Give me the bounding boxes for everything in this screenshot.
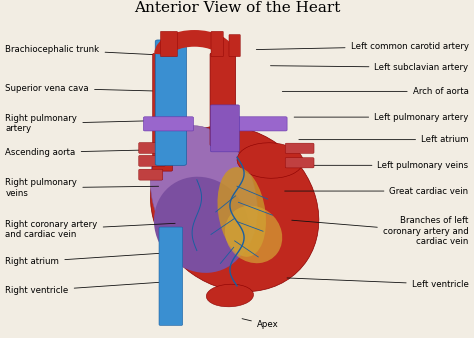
Text: Ascending aorta: Ascending aorta [5, 148, 175, 157]
FancyBboxPatch shape [229, 34, 240, 57]
FancyBboxPatch shape [210, 105, 239, 152]
Ellipse shape [154, 177, 249, 273]
Text: Right pulmonary
veins: Right pulmonary veins [5, 178, 159, 197]
Text: Brachiocephalic trunk: Brachiocephalic trunk [5, 45, 180, 56]
Ellipse shape [225, 206, 282, 263]
FancyBboxPatch shape [285, 158, 314, 168]
Text: Apex: Apex [242, 319, 279, 329]
Text: Left atrium: Left atrium [299, 135, 469, 144]
Ellipse shape [150, 126, 319, 292]
Text: Great cardiac vein: Great cardiac vein [285, 187, 469, 196]
Text: Right atrium: Right atrium [5, 252, 175, 266]
FancyBboxPatch shape [237, 117, 287, 131]
Ellipse shape [150, 126, 257, 266]
Ellipse shape [218, 167, 266, 257]
FancyBboxPatch shape [153, 53, 173, 171]
Text: Right ventricle: Right ventricle [5, 281, 175, 295]
FancyBboxPatch shape [139, 155, 165, 166]
Ellipse shape [237, 143, 303, 178]
FancyBboxPatch shape [285, 143, 314, 153]
FancyBboxPatch shape [139, 169, 163, 180]
Text: Superior vena cava: Superior vena cava [5, 84, 168, 93]
Text: Arch of aorta: Arch of aorta [283, 87, 469, 96]
FancyBboxPatch shape [211, 31, 223, 57]
Text: Left subclavian artery: Left subclavian artery [271, 63, 469, 72]
Text: Left ventricle: Left ventricle [287, 278, 469, 289]
FancyBboxPatch shape [144, 117, 193, 131]
FancyBboxPatch shape [139, 143, 167, 153]
Ellipse shape [206, 284, 254, 307]
Text: Right pulmonary
artery: Right pulmonary artery [5, 114, 166, 133]
Text: Branches of left
coronary artery and
cardiac vein: Branches of left coronary artery and car… [292, 216, 469, 246]
Title: Anterior View of the Heart: Anterior View of the Heart [134, 1, 340, 15]
FancyBboxPatch shape [159, 227, 182, 325]
FancyBboxPatch shape [155, 40, 186, 165]
Text: Right coronary artery
and cardiac vein: Right coronary artery and cardiac vein [5, 220, 175, 239]
Text: Left pulmonary artery: Left pulmonary artery [294, 113, 469, 122]
FancyBboxPatch shape [210, 53, 236, 146]
FancyBboxPatch shape [160, 31, 177, 57]
Text: Left pulmonary veins: Left pulmonary veins [294, 161, 469, 170]
Text: Left common carotid artery: Left common carotid artery [256, 42, 469, 51]
